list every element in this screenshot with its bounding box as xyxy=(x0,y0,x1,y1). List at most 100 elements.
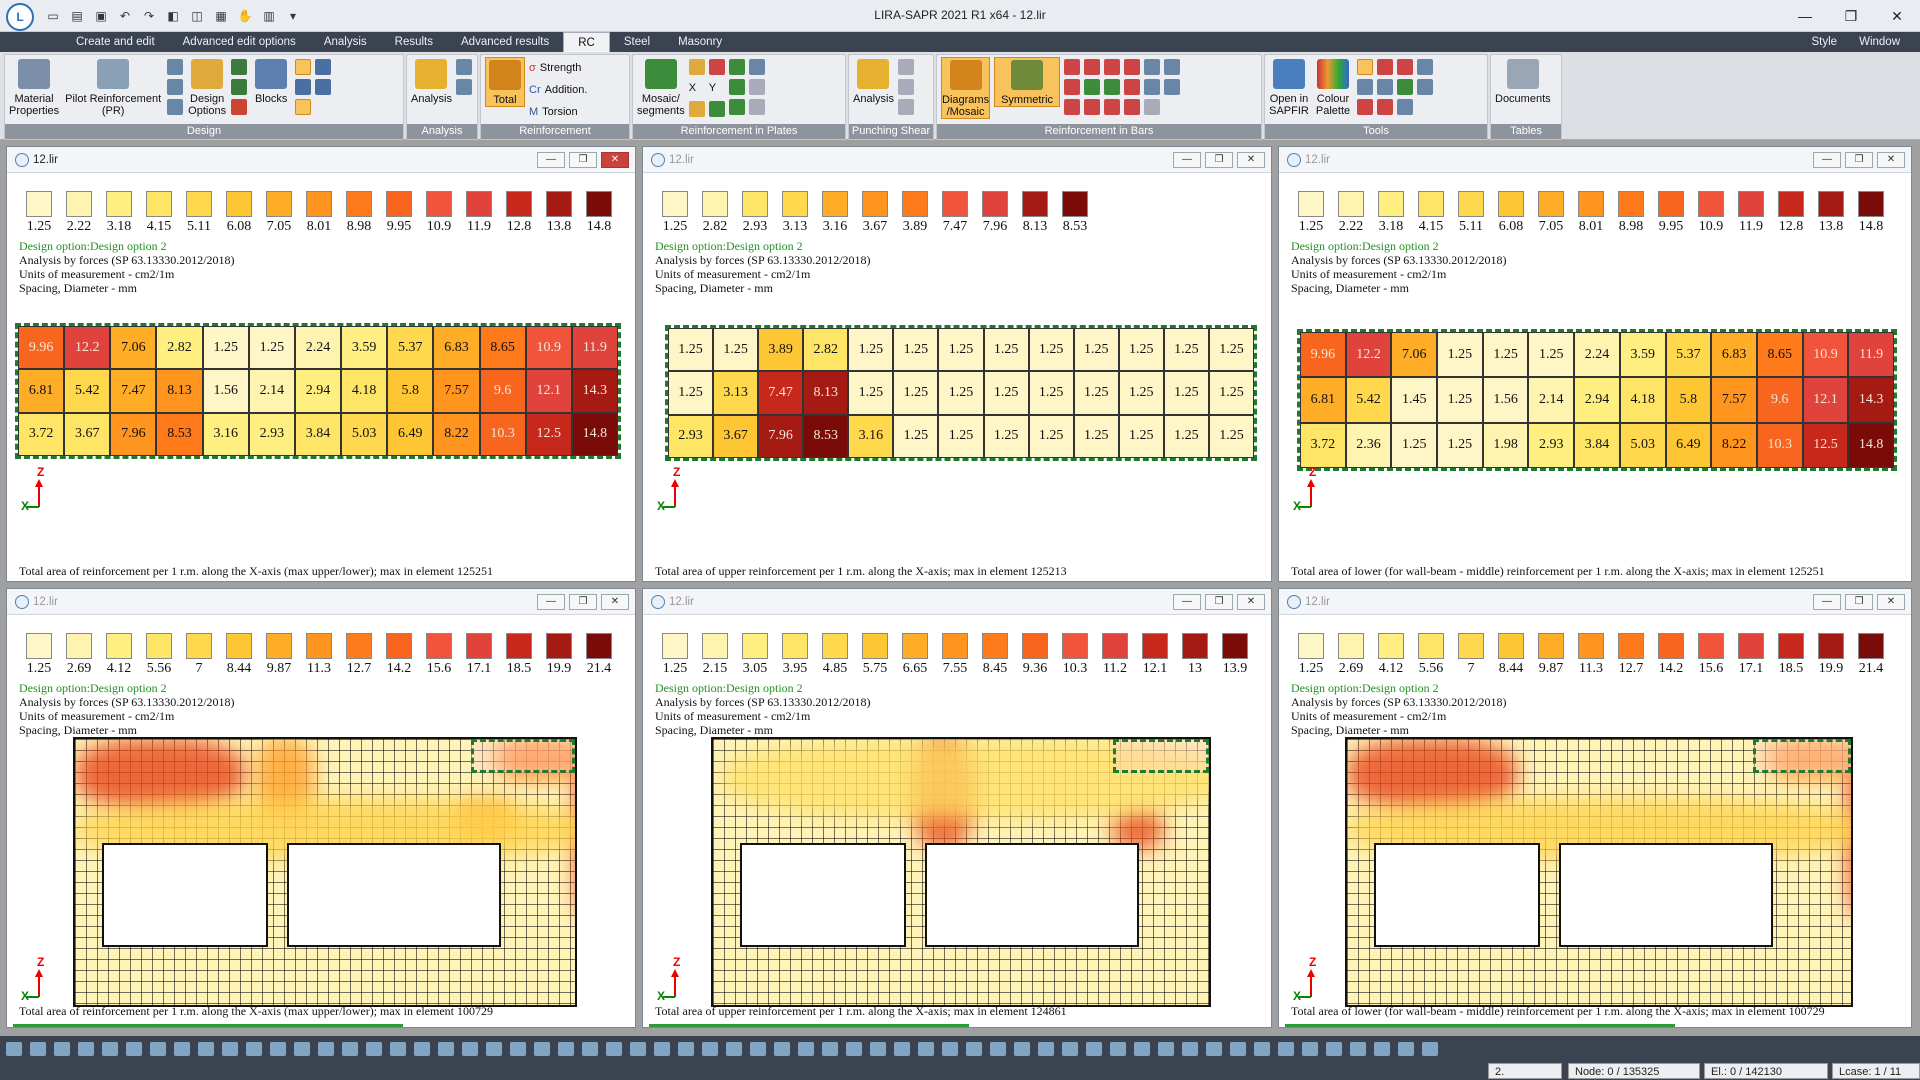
bar-tool-icon[interactable] xyxy=(1064,59,1081,75)
mosaic-cell[interactable]: 2.93 xyxy=(668,414,714,458)
pane-minimize-button[interactable]: — xyxy=(1173,594,1201,610)
copy-icon[interactable]: ◫ xyxy=(191,8,203,23)
mosaic-cell[interactable]: 3.59 xyxy=(1619,332,1666,378)
colour-palette-button[interactable]: Colour Palette xyxy=(1313,57,1353,117)
mosaic-cell[interactable]: 1.25 xyxy=(893,414,939,458)
toolbar-tool-icon[interactable] xyxy=(510,1042,526,1056)
mosaic-cell[interactable]: 11.9 xyxy=(1848,332,1894,378)
mosaic-cell[interactable]: 7.57 xyxy=(1711,377,1757,423)
mosaic-cell[interactable]: 6.49 xyxy=(387,412,434,456)
mosaic-cell[interactable]: 8.22 xyxy=(1711,422,1757,468)
toolbar-tool-icon[interactable] xyxy=(654,1042,670,1056)
result-pane[interactable]: 12.lir — ❐ ✕ 1.25 2.69 4.12 5.56 7 8.44 9.87 11.3 1… xyxy=(6,588,636,1028)
toolbar-tool-icon[interactable] xyxy=(1038,1042,1054,1056)
pane-maximize-button[interactable]: ❐ xyxy=(1845,594,1873,610)
tab-rc[interactable]: RC xyxy=(563,32,610,52)
bar-tool8-icon[interactable] xyxy=(1104,79,1121,95)
plate-tool5-icon[interactable] xyxy=(748,79,765,95)
toolbar-tool-icon[interactable] xyxy=(798,1042,814,1056)
mosaic-cell[interactable]: 1.25 xyxy=(1437,377,1483,423)
toolbar-tool-icon[interactable] xyxy=(462,1042,478,1056)
zoom-region-box[interactable] xyxy=(1753,739,1851,773)
mosaic-cell[interactable]: 6.81 xyxy=(18,369,65,413)
mosaic-cell[interactable]: 10.9 xyxy=(1802,332,1849,378)
mosaic-cell[interactable]: 1.25 xyxy=(1028,414,1074,458)
close-button[interactable]: ✕ xyxy=(1891,7,1903,24)
mosaic-cell[interactable]: 12.2 xyxy=(64,326,111,370)
mosaic-cell[interactable]: 3.84 xyxy=(294,412,342,456)
section-tool-icon[interactable] xyxy=(295,79,312,95)
mosaic-cell[interactable]: 12.2 xyxy=(1345,332,1392,378)
toolbar-tool-icon[interactable] xyxy=(1206,1042,1222,1056)
tools7-icon[interactable] xyxy=(1397,59,1413,75)
mosaic-segments-button[interactable]: Mosaic/ segments xyxy=(637,57,685,117)
mosaic-cell[interactable]: 1.25 xyxy=(1118,328,1164,372)
mosaic-cell[interactable]: 1.25 xyxy=(1073,371,1119,415)
toolbar-tool-icon[interactable] xyxy=(558,1042,574,1056)
toolbar-tool-icon[interactable] xyxy=(318,1042,334,1056)
bar-tool14-icon[interactable] xyxy=(1144,79,1161,95)
toolbar-tool-icon[interactable] xyxy=(270,1042,286,1056)
pane-minimize-button[interactable]: — xyxy=(537,152,565,168)
reinf-tool2-icon[interactable] xyxy=(167,79,184,95)
hand-icon[interactable]: ✋ xyxy=(237,8,253,23)
mosaic-cell[interactable]: 3.67 xyxy=(713,414,759,458)
total-button[interactable]: Total xyxy=(485,57,525,107)
mosaic-cell[interactable]: 11.9 xyxy=(571,326,618,370)
toolbar-tool-icon[interactable] xyxy=(1398,1042,1414,1056)
view-3d-icon[interactable]: ◧ xyxy=(167,8,179,23)
plate-y-icon[interactable] xyxy=(708,59,725,75)
plate-tool-icon[interactable] xyxy=(728,59,745,75)
tab-create-and-edit[interactable]: Create and edit xyxy=(76,36,155,48)
tools6-icon[interactable] xyxy=(1377,99,1393,115)
tab-steel[interactable]: Steel xyxy=(623,36,651,48)
toolbar-tool-icon[interactable] xyxy=(150,1042,166,1056)
reinf-tool3-icon[interactable] xyxy=(167,99,184,115)
result-pane[interactable]: 12.lir — ❐ ✕ 1.25 2.15 3.05 3.95 4.85 5.75 6.65 7.… xyxy=(642,588,1272,1028)
tab-advanced-edit[interactable]: Advanced edit options xyxy=(182,36,296,48)
mosaic-cell[interactable]: 1.25 xyxy=(938,371,984,415)
mosaic-cell[interactable]: 9.6 xyxy=(1756,377,1803,423)
mosaic-cell[interactable]: 2.82 xyxy=(803,328,849,372)
toolbar-tool-icon[interactable] xyxy=(174,1042,190,1056)
toolbar-tool-icon[interactable] xyxy=(1014,1042,1030,1056)
mosaic-cell[interactable]: 1.25 xyxy=(983,328,1029,372)
mosaic-cell[interactable]: 3.16 xyxy=(848,414,894,458)
mosaic-cell[interactable]: 14.3 xyxy=(571,369,618,413)
mosaic-cell[interactable]: 8.65 xyxy=(479,326,526,370)
tab-analysis[interactable]: Analysis xyxy=(323,36,367,48)
toolbar-tool-icon[interactable] xyxy=(942,1042,958,1056)
mosaic-cell[interactable]: 6.49 xyxy=(1665,422,1712,468)
mosaic-cell[interactable]: 8.53 xyxy=(803,414,849,458)
mosaic-cell[interactable]: 3.72 xyxy=(1300,422,1346,468)
mosaic-cell[interactable]: 6.83 xyxy=(433,326,480,370)
pane-close-button[interactable]: ✕ xyxy=(1237,594,1265,610)
mosaic-cell[interactable]: 1.25 xyxy=(983,414,1029,458)
lira-logo-icon[interactable]: L xyxy=(6,2,34,31)
result-pane[interactable]: 12.lir — ❐ ✕ 1.25 2.82 2.93 3.13 3.16 3.67 3.89 7.… xyxy=(642,146,1272,582)
block2-icon[interactable] xyxy=(231,79,248,95)
addition-button[interactable]: Cr Addition. xyxy=(529,84,588,96)
mosaic-cell[interactable]: 8.13 xyxy=(803,371,849,415)
tools9-icon[interactable] xyxy=(1397,99,1413,115)
toolbar-tool-icon[interactable] xyxy=(342,1042,358,1056)
mosaic-cell[interactable]: 12.1 xyxy=(1802,377,1849,423)
mosaic-cell[interactable]: 3.13 xyxy=(713,371,759,415)
punching-analysis-button[interactable]: Analysis xyxy=(853,57,894,105)
pilot-reinforcement-button[interactable]: Pilot Reinforcement (PR) xyxy=(63,57,163,117)
tab-masonry[interactable]: Masonry xyxy=(678,36,723,48)
mosaic-cell[interactable]: 3.89 xyxy=(758,328,804,372)
mosaic-cell[interactable]: 10.3 xyxy=(479,412,526,456)
strength-button[interactable]: σ Strength xyxy=(529,62,582,74)
bar-tool7-icon[interactable] xyxy=(1104,59,1121,75)
bar-tool15-icon[interactable] xyxy=(1144,99,1161,115)
toolbar-tool-icon[interactable] xyxy=(822,1042,838,1056)
mosaic-cell[interactable]: 9.6 xyxy=(479,369,526,413)
toolbar-tool-icon[interactable] xyxy=(246,1042,262,1056)
pane-title-bar[interactable]: 12.lir — ❐ ✕ xyxy=(643,147,1271,173)
mosaic-cell[interactable]: 2.94 xyxy=(1574,377,1620,423)
wall-mesh-model[interactable] xyxy=(73,737,577,1007)
mosaic-cell[interactable]: 5.37 xyxy=(1665,332,1712,378)
mosaic-cell[interactable]: 9.96 xyxy=(18,326,65,370)
mosaic-cell[interactable]: 2.14 xyxy=(1528,377,1575,423)
